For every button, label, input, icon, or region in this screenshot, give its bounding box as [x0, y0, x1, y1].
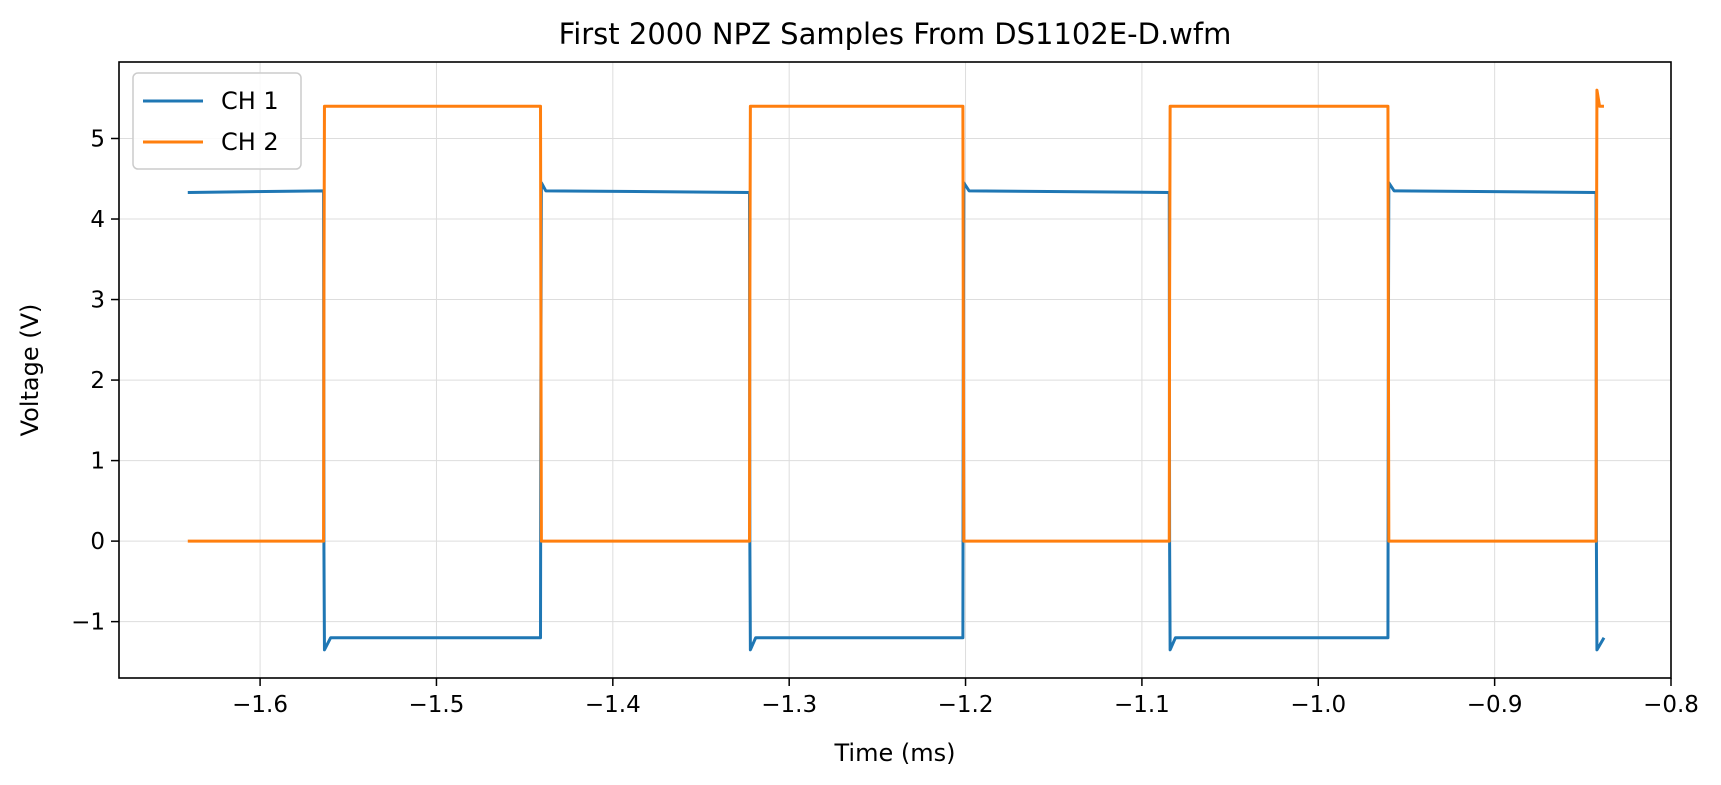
axis-ticks: −1.6 −1.5 −1.4 −1.3 −1.2 −1.1 −1.0 −0.9 −0.8 −1 0 1… — [71, 126, 1699, 718]
x-tick-label: −1.5 — [409, 692, 465, 718]
y-tick-label: 5 — [90, 126, 105, 152]
x-tick-label: −1.6 — [232, 692, 288, 718]
y-tick-label: 2 — [90, 368, 105, 394]
x-tick-label: −1.1 — [1114, 692, 1170, 718]
x-tick-label: −0.9 — [1467, 692, 1523, 718]
y-axis-label: Voltage (V) — [16, 304, 44, 437]
legend-box — [132, 72, 302, 170]
chart-title: First 2000 NPZ Samples From DS1102E-D.wf… — [559, 17, 1232, 51]
x-tick-label: −0.8 — [1643, 692, 1699, 718]
legend-ch2-label: CH 2 — [221, 128, 279, 156]
x-tick-label: −1.3 — [761, 692, 817, 718]
y-tick-label: 0 — [90, 529, 105, 555]
y-tick-label: 1 — [90, 449, 105, 475]
y-tick-label: 3 — [90, 288, 105, 314]
x-tick-label: −1.0 — [1290, 692, 1346, 718]
y-tick-label: −1 — [71, 610, 105, 636]
series-layer — [187, 88, 1606, 652]
y-tick-label: 4 — [90, 207, 105, 233]
legend-ch1-label: CH 1 — [221, 87, 279, 115]
x-axis-label: Time (ms) — [834, 739, 956, 767]
x-tick-label: −1.2 — [938, 692, 994, 718]
plot-frame — [118, 61, 1672, 679]
x-tick-label: −1.4 — [585, 692, 641, 718]
series-line-ch2 — [187, 88, 1604, 543]
legend: CH 1 CH 2 — [132, 72, 302, 170]
